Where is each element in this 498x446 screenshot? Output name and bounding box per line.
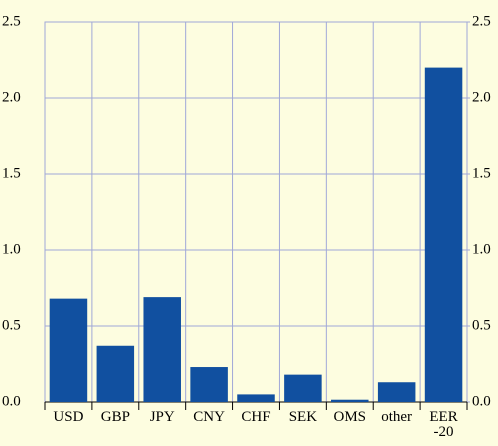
y-tick-label: 1.0 [2,241,21,257]
x-tick-label: OMS [333,409,367,425]
bar [96,345,135,402]
bar [331,399,369,402]
y2-tick-label: 0.0 [472,393,491,409]
y-tick-label: 2.0 [2,89,21,105]
y-tick-label: 0.5 [2,317,21,333]
y2-tick-label: 0.5 [472,317,491,333]
x-tick-label: GBP [100,409,130,425]
bar [237,394,275,402]
x-tick-label: JPY [149,409,175,425]
plot-area [44,21,468,403]
x-tick-label: CNY [193,409,225,425]
x-tick-label: SEK [288,409,318,425]
y2-tick-label: 2.0 [472,89,491,105]
y2-tick-label: 1.5 [472,165,491,181]
bar [49,298,88,402]
y2-tick-label: 2.5 [472,13,491,29]
x-tick-label: other [381,409,413,425]
y-tick-label: 1.5 [2,165,21,181]
y-tick-label: 0.0 [2,393,21,409]
y-tick-label: 2.5 [2,13,21,29]
bar [143,297,181,402]
x-tick-label: EER -20 [429,409,458,440]
x-tick-label: USD [53,409,84,425]
bar [190,367,228,402]
bar [424,67,463,402]
x-tick-label: CHF [241,409,271,425]
y2-tick-label: 1.0 [472,241,491,257]
bar [377,382,416,402]
bar [284,374,322,402]
